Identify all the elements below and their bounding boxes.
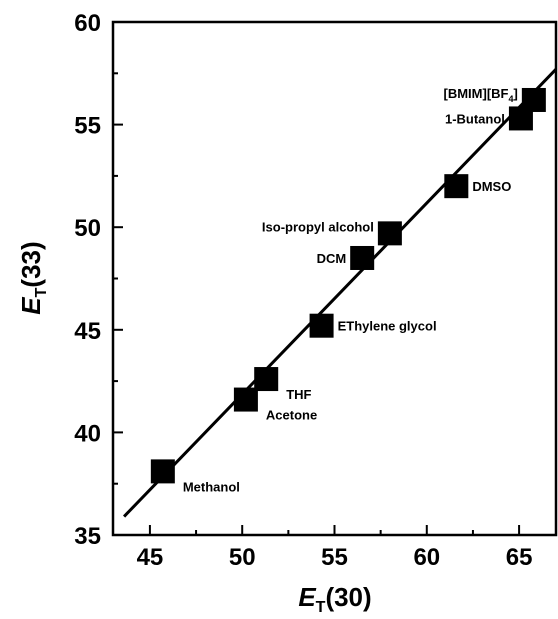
y-tick-label-60: 60 — [74, 10, 101, 37]
data-point-label-3: EThylene glycol — [338, 319, 437, 334]
data-point-3 — [309, 313, 334, 338]
x-axis-ticks: 45 50 55 60 65 — [137, 525, 533, 571]
y-axis-title: ET(33) — [16, 241, 50, 314]
x-tick-label-55: 55 — [321, 544, 348, 571]
data-point-label-1: Acetone — [266, 408, 317, 423]
data-point-label-4: DCM — [317, 251, 347, 266]
y-tick-label-40: 40 — [74, 420, 101, 447]
data-point-4 — [350, 245, 375, 270]
data-point-5 — [377, 221, 402, 246]
x-tick-label-45: 45 — [137, 544, 164, 571]
x-tick-label-60: 60 — [413, 544, 440, 571]
y-axis-ticks: 35 40 45 50 55 60 — [74, 10, 123, 550]
data-point-label-8: [BMIM][BF4] — [444, 86, 518, 104]
y-tick-label-50: 50 — [74, 215, 101, 242]
y-tick-label-45: 45 — [74, 318, 101, 345]
fit-line — [122, 68, 558, 518]
fit-line-layer — [122, 68, 558, 518]
data-point-label-2: THF — [286, 387, 311, 402]
x-tick-label-50: 50 — [229, 544, 256, 571]
data-point-0 — [150, 459, 175, 484]
data-point-labels: Methanol Acetone THF EThylene glycol DCM Iso-… — [183, 86, 518, 494]
x-tick-label-65: 65 — [506, 544, 533, 571]
data-point-6 — [444, 174, 469, 199]
y-tick-label-35: 35 — [74, 523, 101, 550]
y-tick-label-55: 55 — [74, 113, 101, 140]
data-point-label-5: Iso-propyl alcohol — [262, 219, 374, 234]
data-point-2 — [254, 367, 279, 392]
data-points — [150, 87, 546, 484]
data-point-label-0: Methanol — [183, 479, 240, 494]
x-axis-title: ET(30) — [298, 582, 371, 616]
data-point-1 — [233, 387, 258, 412]
data-point-label-7: 1-Butanol — [445, 111, 505, 126]
data-point-8 — [521, 87, 546, 112]
data-point-label-6: DMSO — [472, 179, 511, 194]
